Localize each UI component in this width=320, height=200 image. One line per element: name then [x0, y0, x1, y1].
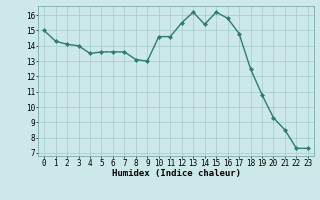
X-axis label: Humidex (Indice chaleur): Humidex (Indice chaleur): [111, 169, 241, 178]
